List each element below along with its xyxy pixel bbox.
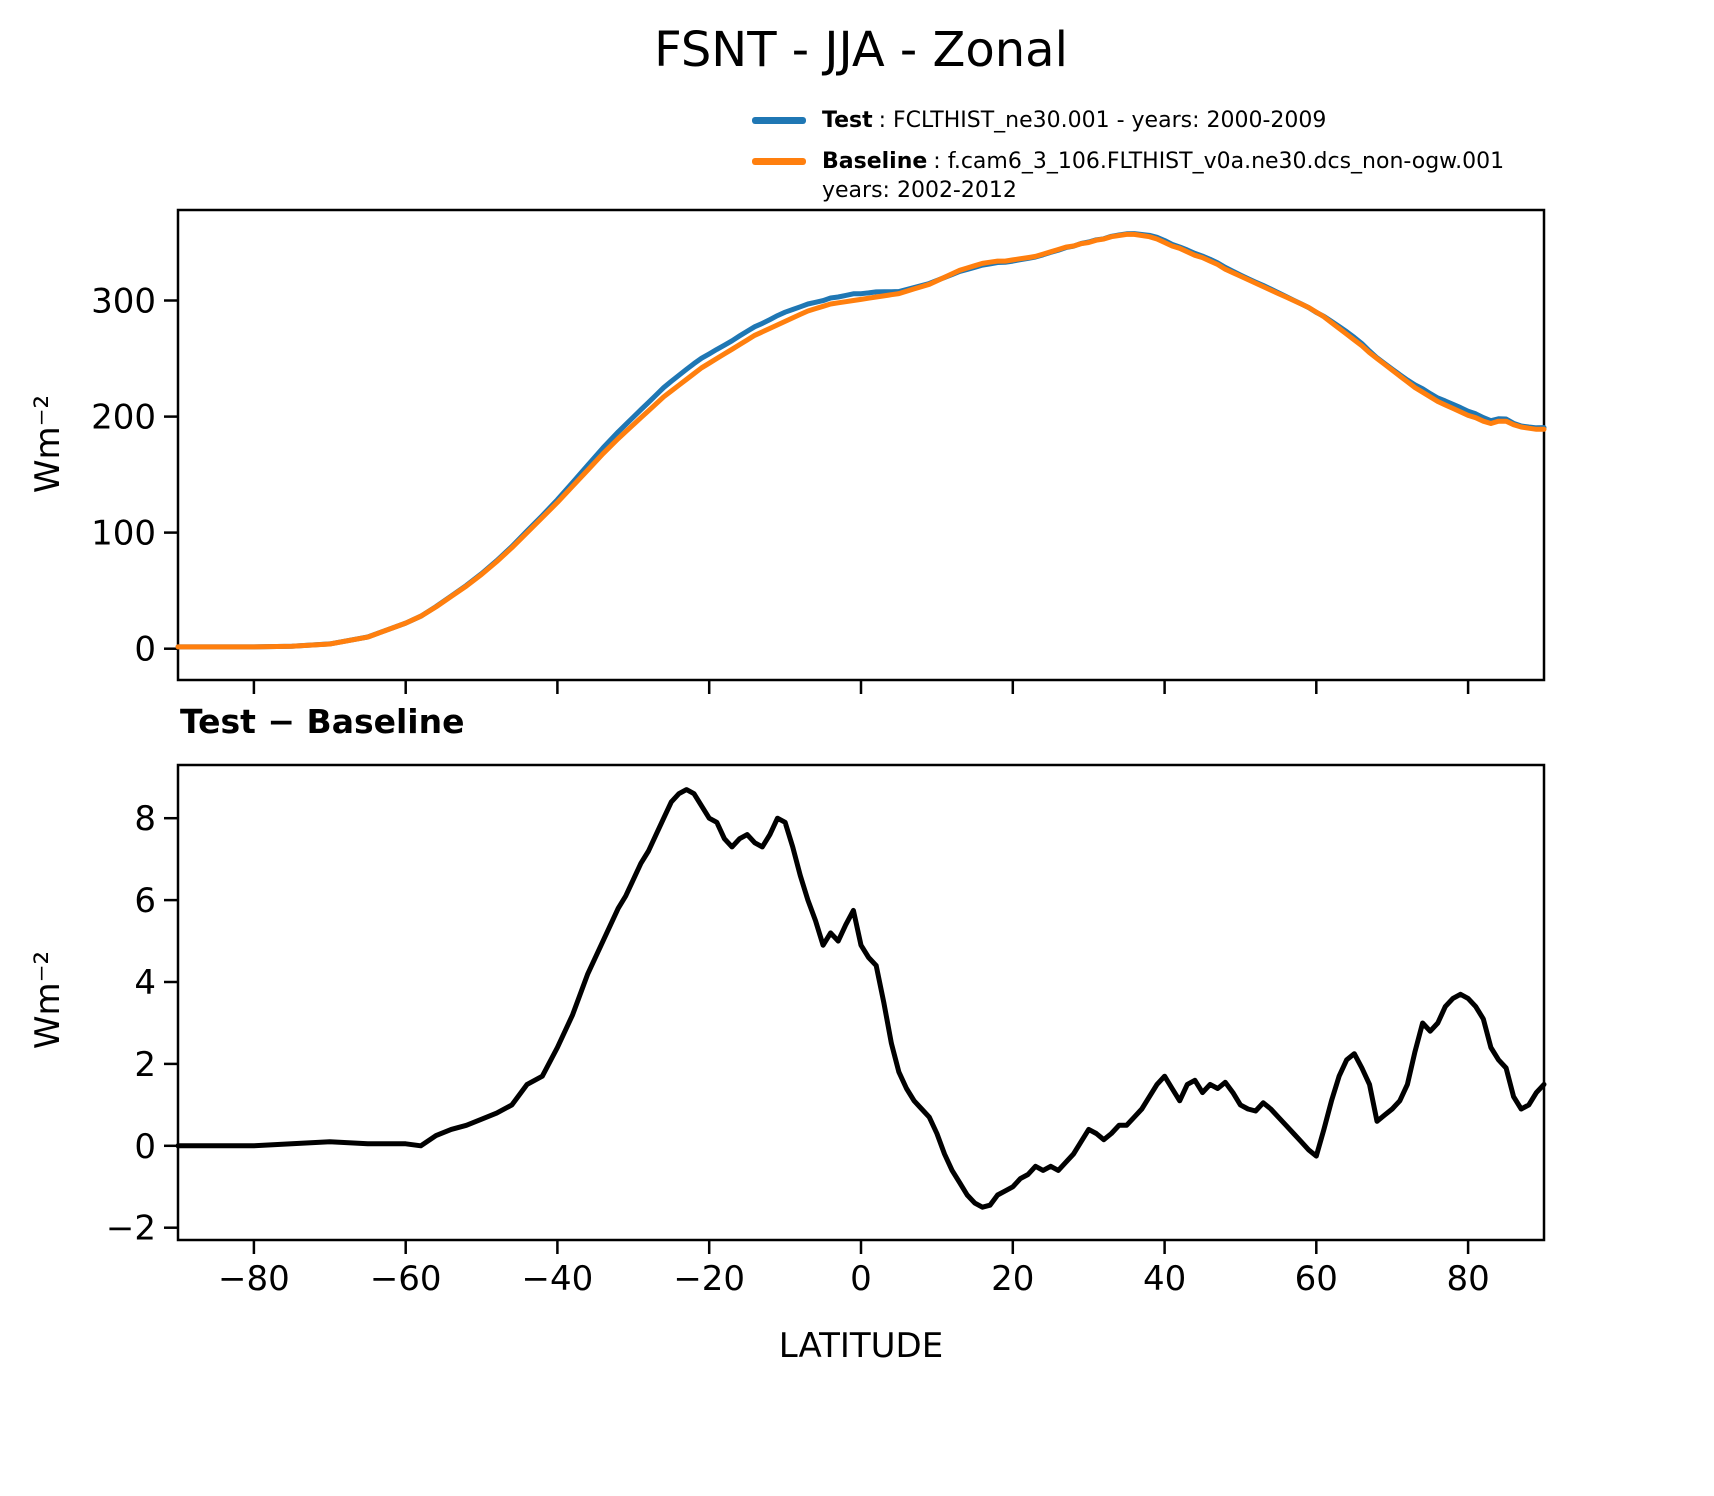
baseline-line-swatch <box>752 158 806 166</box>
y-tick-label: 200 <box>91 398 156 438</box>
x-tick-label: 0 <box>850 1259 872 1299</box>
test-line <box>175 231 1547 650</box>
y-tick-label: 2 <box>134 1045 156 1085</box>
x-axis-label: LATITUDE <box>778 1326 944 1366</box>
legend-test-desc: : FCLTHIST_ne30.001 - years: 2000-2009 <box>878 108 1327 133</box>
y-tick-label: −2 <box>106 1209 156 1249</box>
baseline-line <box>175 231 1547 650</box>
legend-test-name: Test <box>822 108 873 133</box>
x-tick-label: 60 <box>1295 1259 1338 1299</box>
figure-title: FSNT - JJA - Zonal <box>654 22 1068 78</box>
legend: Test: FCLTHIST_ne30.001 - years: 2000-20… <box>752 106 1504 217</box>
x-tick-label: 40 <box>1143 1259 1186 1299</box>
y-tick-label: 0 <box>134 1127 156 1167</box>
y-tick-label: 300 <box>91 282 156 322</box>
x-tick-label: −80 <box>218 1259 290 1299</box>
diff-panel-title: Test − Baseline <box>180 702 465 741</box>
y-tick-label: 8 <box>134 799 156 839</box>
panel-0-frame <box>176 208 1546 682</box>
difference-line <box>175 787 1547 1210</box>
legend-item-baseline: Baseline: f.cam6_3_106.FLTHIST_v0a.ne30.… <box>752 147 1504 205</box>
x-tick-label: −20 <box>673 1259 745 1299</box>
x-tick-label: 20 <box>991 1259 1034 1299</box>
x-tick-label: −40 <box>522 1259 594 1299</box>
test-line-swatch <box>752 117 806 124</box>
y-tick-label: 0 <box>134 630 156 670</box>
legend-baseline-name: Baseline <box>822 149 928 175</box>
legend-baseline-desc: : f.cam6_3_106.FLTHIST_v0a.ne30.dcs_non-… <box>933 149 1505 175</box>
y-tick-label: 6 <box>134 881 156 921</box>
legend-item-test: Test: FCLTHIST_ne30.001 - years: 2000-20… <box>752 106 1504 135</box>
legend-baseline-desc-line2: years: 2002-2012 <box>822 178 1017 204</box>
legend-test-text: Test: FCLTHIST_ne30.001 - years: 2000-20… <box>822 106 1326 135</box>
panel-1-frame <box>176 763 1546 1242</box>
x-tick-label: 80 <box>1446 1259 1489 1299</box>
x-tick-label: −60 <box>370 1259 442 1299</box>
legend-baseline-text: Baseline: f.cam6_3_106.FLTHIST_v0a.ne30.… <box>822 147 1504 205</box>
y-tick-label: 4 <box>134 963 156 1003</box>
y-tick-label: 100 <box>91 514 156 554</box>
